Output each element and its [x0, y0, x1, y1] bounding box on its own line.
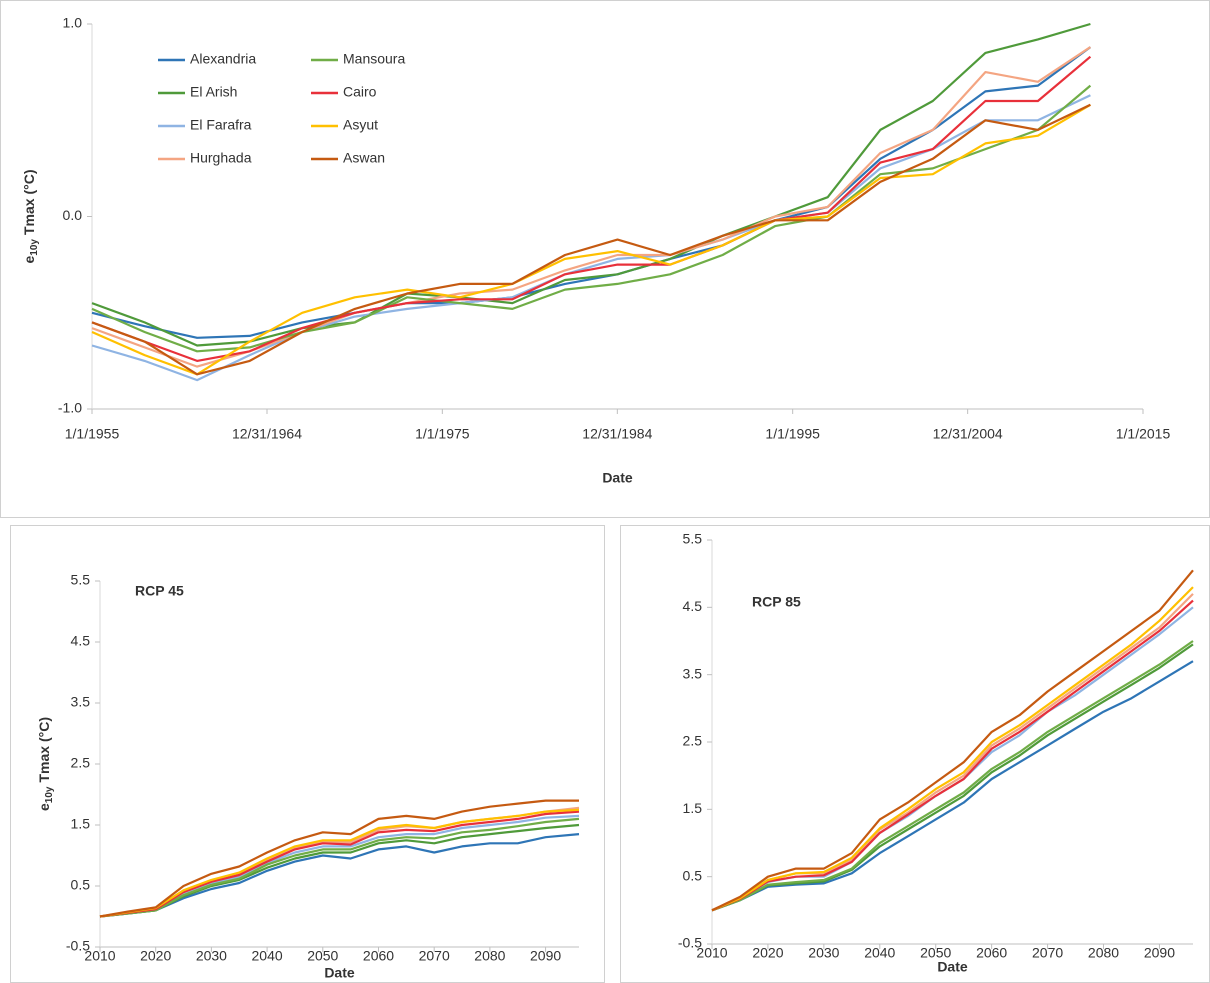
series-line	[91, 103, 1091, 376]
x-tick-label: 2020	[752, 945, 783, 961]
y-tick-label: 3.5	[71, 694, 91, 710]
x-tick-label: 2030	[808, 945, 839, 961]
x-tick-label: 2090	[530, 948, 561, 964]
x-axis-label: Date	[937, 959, 968, 975]
y-tick-label: 0.0	[63, 207, 83, 223]
series-line	[711, 599, 1194, 912]
legend-label: El Farafra	[190, 117, 252, 133]
series-line	[91, 94, 1091, 382]
y-axis-label-base: e	[36, 803, 52, 811]
legend-label: Cairo	[343, 84, 377, 100]
series-line	[711, 569, 1194, 912]
x-tick-label: 2030	[196, 948, 227, 964]
legend-label: El Arish	[190, 84, 237, 100]
series-line	[99, 799, 579, 918]
x-tick-label: 2070	[419, 948, 450, 964]
series-line	[91, 55, 1092, 362]
legend-label: Hurghada	[190, 150, 252, 166]
y-tick-label: 0.5	[71, 877, 91, 893]
series-line	[711, 586, 1194, 912]
x-tick-label: 1/1/1955	[65, 426, 120, 442]
x-tick-label: 2060	[363, 948, 394, 964]
y-tick-label: 5.5	[71, 572, 91, 588]
series-line	[711, 660, 1194, 912]
series-line	[99, 823, 580, 918]
legend-label: Alexandria	[190, 51, 256, 67]
y-axis-label-rest: Tmax (°C)	[36, 717, 52, 783]
x-tick-label: 2010	[696, 945, 727, 961]
chart-title: RCP 45	[135, 583, 184, 599]
series-line	[711, 640, 1194, 912]
y-axis-label-sub: 10y	[44, 786, 55, 803]
x-tick-label: 2010	[84, 948, 115, 964]
series-line	[99, 808, 580, 918]
y-tick-label: 0.5	[683, 867, 703, 883]
y-tick-label: 5.5	[683, 531, 703, 547]
y-axis-label: e10y Tmax (°C)	[36, 717, 55, 811]
series-line	[99, 810, 580, 918]
series-line	[91, 103, 1091, 376]
series-line	[91, 84, 1092, 353]
y-axis-label-sub: 10y	[29, 239, 40, 256]
panel-frame	[620, 525, 1210, 983]
y-axis-label-rest: Tmax (°C)	[21, 170, 37, 236]
x-tick-label: 1/1/1995	[765, 426, 820, 442]
series-line	[91, 46, 1092, 339]
legend-label: Aswan	[343, 150, 385, 166]
y-tick-label: 2.5	[71, 755, 91, 771]
x-tick-label: 2050	[307, 948, 338, 964]
y-tick-label: 3.5	[683, 665, 703, 681]
x-tick-label: 2090	[1144, 945, 1175, 961]
x-tick-label: 1/1/2015	[1116, 426, 1171, 442]
series-line	[91, 22, 1091, 347]
y-tick-label: 1.5	[71, 816, 91, 832]
x-tick-label: 2020	[140, 948, 171, 964]
y-tick-label: -1.0	[58, 400, 82, 416]
x-axis-label: Date	[324, 965, 355, 981]
x-tick-label: 12/31/1984	[582, 426, 652, 442]
legend-label: Mansoura	[343, 51, 405, 67]
x-tick-label: 2080	[474, 948, 505, 964]
x-tick-label: 12/31/2004	[933, 426, 1003, 442]
y-tick-label: 4.5	[71, 633, 91, 649]
series-line	[99, 833, 580, 918]
y-tick-label: 1.5	[683, 800, 703, 816]
x-tick-label: 2060	[976, 945, 1007, 961]
y-tick-label: 4.5	[683, 598, 703, 614]
x-tick-label: 2070	[1032, 945, 1063, 961]
y-tick-label: 2.5	[683, 733, 703, 749]
y-tick-label: -0.5	[66, 938, 90, 954]
series-line	[711, 643, 1194, 912]
x-tick-label: 12/31/1964	[232, 426, 302, 442]
y-tick-label: 1.0	[63, 15, 83, 31]
x-tick-label: 2040	[864, 945, 895, 961]
legend-label: Asyut	[343, 117, 378, 133]
x-tick-label: 1/1/1975	[415, 426, 470, 442]
x-tick-label: 2040	[252, 948, 283, 964]
x-tick-label: 2050	[920, 945, 951, 961]
x-axis-label: Date	[602, 470, 633, 486]
chart-title: RCP 85	[752, 594, 801, 610]
x-tick-label: 2080	[1088, 945, 1119, 961]
series-line	[99, 817, 580, 918]
y-axis-label: e10y Tmax (°C)	[21, 170, 40, 264]
y-axis-label-base: e	[21, 255, 37, 263]
series-line	[711, 593, 1194, 912]
y-tick-label: -0.5	[678, 935, 702, 951]
